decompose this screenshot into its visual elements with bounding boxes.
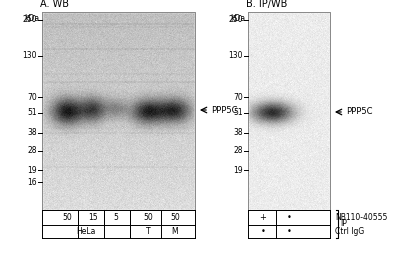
- Text: 50: 50: [62, 213, 72, 222]
- Text: kDa: kDa: [24, 14, 39, 23]
- Text: 50: 50: [143, 213, 153, 222]
- Text: IP: IP: [340, 219, 347, 229]
- Text: 28: 28: [28, 146, 37, 155]
- Text: 70: 70: [233, 93, 243, 102]
- Text: 28: 28: [234, 146, 243, 155]
- Text: 15: 15: [88, 213, 98, 222]
- Text: 19: 19: [27, 166, 37, 175]
- Text: 250: 250: [228, 16, 243, 24]
- Text: 16: 16: [27, 178, 37, 187]
- Text: 38: 38: [233, 128, 243, 137]
- Text: •: •: [286, 227, 292, 236]
- Text: •: •: [286, 213, 292, 222]
- Text: PPP5C: PPP5C: [346, 107, 372, 117]
- Text: 250: 250: [22, 16, 37, 24]
- Text: B. IP/WB: B. IP/WB: [246, 0, 287, 9]
- Text: 5: 5: [114, 213, 118, 222]
- Text: Ctrl IgG: Ctrl IgG: [335, 227, 364, 236]
- Text: •: •: [260, 227, 266, 236]
- Text: 38: 38: [27, 128, 37, 137]
- Text: PPP5C: PPP5C: [211, 106, 238, 114]
- Text: +: +: [260, 213, 266, 222]
- Text: A. WB: A. WB: [40, 0, 69, 9]
- Text: 51: 51: [233, 109, 243, 117]
- Text: NB110-40555: NB110-40555: [335, 213, 387, 222]
- Text: 130: 130: [228, 51, 243, 60]
- Text: 70: 70: [27, 93, 37, 102]
- Text: kDa: kDa: [230, 14, 245, 23]
- Text: 130: 130: [22, 51, 37, 60]
- Text: 19: 19: [233, 166, 243, 175]
- Text: M: M: [172, 227, 178, 236]
- Text: T: T: [146, 227, 150, 236]
- Text: HeLa: HeLa: [76, 227, 96, 236]
- Text: 50: 50: [170, 213, 180, 222]
- Text: 51: 51: [27, 109, 37, 117]
